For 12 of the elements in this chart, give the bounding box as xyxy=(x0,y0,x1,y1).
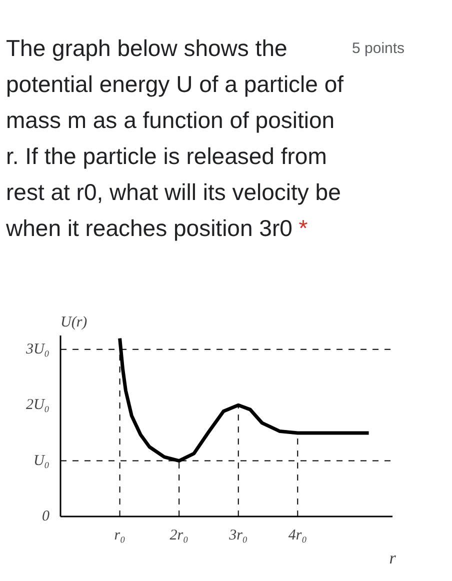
y-tick-label: 3U₀ xyxy=(24,341,50,358)
x-tick-label: 2r₀ xyxy=(170,528,188,544)
y-tick-label: 2U₀ xyxy=(26,397,50,414)
y-tick-label: 0 xyxy=(42,508,50,524)
text: * xyxy=(298,215,308,241)
text: 5 points xyxy=(352,39,405,59)
y-tick-label: U₀ xyxy=(33,452,50,469)
x-tick-label: 4r₀ xyxy=(288,528,307,544)
y-axis-title: U(r) xyxy=(60,314,88,330)
x-tick-label: 3r₀ xyxy=(228,528,248,544)
x-tick-label: r₀ xyxy=(114,528,126,544)
x-axis-title: r xyxy=(389,548,396,568)
